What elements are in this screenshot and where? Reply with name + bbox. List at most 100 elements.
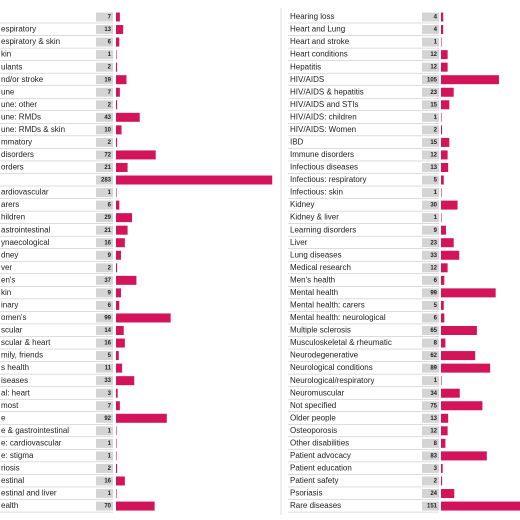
value-label: 12 <box>430 265 437 271</box>
category-label: Patient education <box>290 464 352 473</box>
value-box <box>96 463 113 473</box>
value-box <box>422 338 439 348</box>
value-label: 62 <box>430 353 437 359</box>
bar <box>116 476 125 486</box>
bar <box>441 413 449 423</box>
category-label: Older people <box>290 413 336 422</box>
category-label: Patient advocacy <box>290 451 351 460</box>
bar <box>116 401 120 411</box>
category-label: Mental health: carers <box>290 301 365 310</box>
bar <box>441 401 483 411</box>
value-box <box>422 376 439 386</box>
category-label: Mental health <box>290 288 338 297</box>
category-label: e: cardiovascular <box>1 438 62 447</box>
value-label: 15 <box>430 102 437 108</box>
bar <box>116 25 124 35</box>
value-label: 89 <box>430 366 437 372</box>
bar <box>116 338 125 348</box>
category-label: Lung diseases <box>290 250 342 259</box>
value-label: 2 <box>108 140 112 146</box>
value-label: 1 <box>108 441 112 447</box>
category-label: Men's health <box>290 275 335 284</box>
value-box <box>422 200 439 210</box>
value-box <box>96 351 113 361</box>
category-label: Kidney <box>290 200 314 209</box>
value-label: 70 <box>104 504 111 510</box>
bar <box>116 489 117 499</box>
category-label: Infectious: respiratory <box>290 175 366 184</box>
value-label: 6 <box>108 303 112 309</box>
value-label: 23 <box>430 90 437 96</box>
value-label: 6 <box>108 40 112 46</box>
value-box <box>422 426 439 436</box>
value-label: 9 <box>108 253 112 259</box>
bar <box>441 275 445 285</box>
value-label: 14 <box>104 328 111 334</box>
category-label: une: other <box>1 100 37 109</box>
category-label: Mental health: neurological <box>290 313 386 322</box>
category-label: ver <box>1 263 12 272</box>
category-label: Medical research <box>290 263 351 272</box>
value-label: 21 <box>104 165 111 171</box>
value-label: 15 <box>430 140 437 146</box>
category-label: HIV/AIDS: Women <box>290 125 356 134</box>
value-box <box>422 37 439 47</box>
value-box <box>96 501 113 511</box>
bar <box>116 413 167 423</box>
category-label: estinal and liver <box>1 489 57 498</box>
category-label: Hearing loss <box>290 12 334 21</box>
category-label: Hepatitis <box>290 62 321 71</box>
category-label: Heart conditions <box>290 50 348 59</box>
bar <box>441 150 448 160</box>
bar <box>116 112 140 122</box>
value-label: 43 <box>104 115 111 121</box>
value-label: 151 <box>427 504 438 510</box>
bar <box>116 376 135 386</box>
category-label: kin <box>1 50 11 59</box>
category-label: hildren <box>1 213 25 222</box>
category-label: HIV/AIDS & hepatitis <box>290 87 364 96</box>
category-label: e & gastrointestinal <box>1 426 69 435</box>
value-box <box>96 37 113 47</box>
bar <box>116 188 117 198</box>
value-box <box>422 62 439 72</box>
category-label: disorders <box>1 150 34 159</box>
value-label: 9 <box>108 290 112 296</box>
value-label: 33 <box>430 253 437 259</box>
value-box <box>422 175 439 185</box>
bar <box>441 50 448 60</box>
category-label: omen's <box>1 313 27 322</box>
category-label: iseases <box>1 376 28 385</box>
bar <box>441 125 443 135</box>
category-label: HIV/AIDS: children <box>290 112 357 121</box>
value-box <box>96 451 113 461</box>
value-label: 34 <box>430 391 437 397</box>
value-label: 2 <box>434 479 438 485</box>
value-label: 13 <box>430 165 437 171</box>
value-box <box>96 12 113 22</box>
bar <box>116 463 118 473</box>
value-box <box>422 100 439 110</box>
value-box <box>96 326 113 335</box>
value-box <box>422 250 439 260</box>
bar <box>116 37 120 47</box>
bar <box>116 87 120 97</box>
value-box <box>422 451 439 461</box>
category-label: Heart and Lung <box>290 25 345 34</box>
bar <box>116 351 119 361</box>
value-box <box>96 125 113 135</box>
bar <box>441 326 477 335</box>
category-label: astrointestinal <box>1 225 51 234</box>
category-label: Musculoskeletal & rheumatic <box>290 338 392 347</box>
value-label: 283 <box>101 178 112 184</box>
bar <box>116 100 118 110</box>
bar <box>441 376 442 386</box>
bar <box>441 25 444 35</box>
value-label: 5 <box>434 303 438 309</box>
bar <box>116 388 118 398</box>
value-label: 13 <box>104 27 111 33</box>
category-label: estinal <box>1 476 24 485</box>
value-box <box>96 275 113 285</box>
value-label: 1 <box>108 491 112 497</box>
bar <box>116 62 118 72</box>
